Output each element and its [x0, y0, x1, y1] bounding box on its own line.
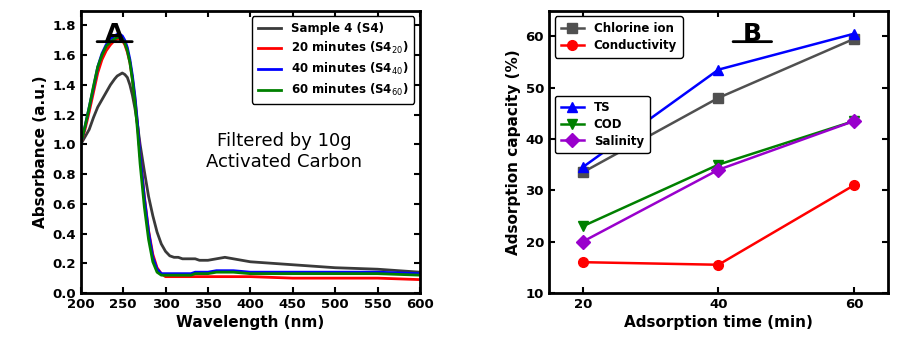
Legend: TS, COD, Salinity: TS, COD, Salinity — [554, 96, 649, 154]
TS — [713, 67, 724, 72]
Conductivity — [713, 263, 724, 267]
Line: COD: COD — [578, 116, 859, 231]
Salinity — [713, 168, 724, 172]
Conductivity — [578, 260, 588, 264]
Salinity — [578, 240, 588, 244]
X-axis label: Wavelength (nm): Wavelength (nm) — [176, 315, 325, 330]
Line: TS: TS — [578, 29, 859, 172]
Text: A: A — [105, 22, 125, 46]
Line: Chlorine ion: Chlorine ion — [578, 34, 859, 177]
Line: Conductivity: Conductivity — [578, 180, 859, 270]
COD — [849, 119, 859, 123]
Legend: Sample 4 (S4), 20 minutes (S4$_{20}$), 40 minutes (S4$_{40}$), 60 minutes (S4$_{: Sample 4 (S4), 20 minutes (S4$_{20}$), 4… — [252, 17, 414, 104]
COD — [713, 162, 724, 167]
Text: Filtered by 10g
Activated Carbon: Filtered by 10g Activated Carbon — [206, 132, 362, 171]
Conductivity — [849, 183, 859, 187]
Chlorine ion — [849, 37, 859, 41]
Chlorine ion — [578, 170, 588, 174]
TS — [849, 31, 859, 36]
Line: Salinity: Salinity — [578, 116, 859, 246]
Chlorine ion — [713, 96, 724, 100]
TS — [578, 165, 588, 169]
Text: B: B — [743, 22, 762, 46]
Y-axis label: Adsorption capacity (%): Adsorption capacity (%) — [506, 49, 521, 255]
COD — [578, 224, 588, 228]
Salinity — [849, 119, 859, 123]
Y-axis label: Absorbance (a.u.): Absorbance (a.u.) — [33, 76, 48, 228]
X-axis label: Adsorption time (min): Adsorption time (min) — [624, 315, 813, 330]
